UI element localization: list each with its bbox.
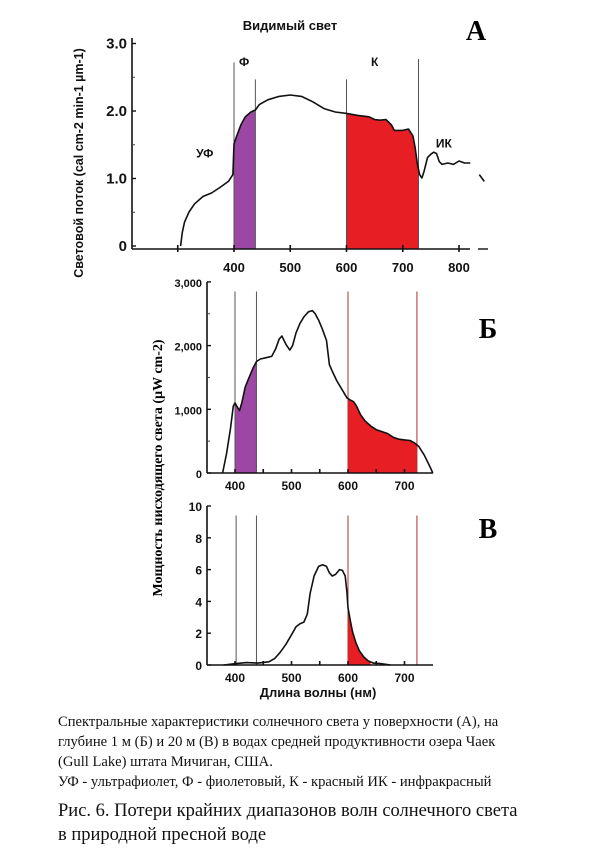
x-tick-label: 600 bbox=[338, 479, 358, 493]
y-tick-label: 4 bbox=[195, 595, 202, 609]
y-tick-label: 1.0 bbox=[106, 171, 127, 188]
region-label: УФ bbox=[196, 147, 213, 161]
chart-a-curves bbox=[179, 94, 485, 247]
x-tick-label: 400 bbox=[225, 671, 245, 685]
chart-bc-ylabel: Мощность нисходящего света (µW cm-2) bbox=[151, 339, 166, 596]
figure-title: Рис. 6. Потери крайних диапазонов волн с… bbox=[58, 799, 578, 847]
chart-a-title: Видимый свет bbox=[243, 18, 337, 33]
x-tick-label: 800 bbox=[448, 260, 470, 275]
spectrum-curve-surface bbox=[179, 94, 471, 247]
chart-a-region-labels: УФ Ф К ИК bbox=[196, 55, 452, 161]
y-tick-label: 6 bbox=[195, 564, 202, 578]
y-tick-label: 0 bbox=[195, 659, 202, 673]
x-tick-label: 500 bbox=[279, 260, 301, 275]
y-tick-label: 2,000 bbox=[174, 342, 202, 354]
y-tick-label: 3.0 bbox=[106, 36, 127, 53]
y-tick-label: 2.0 bbox=[106, 103, 127, 120]
x-tick-label: 700 bbox=[392, 260, 414, 275]
caption-line: Спектральные характеристики солнечного с… bbox=[58, 714, 499, 730]
figure-caption: Спектральные характеристики солнечного с… bbox=[58, 712, 578, 792]
chart-c-depth-20m: В Длина волны (нм) 0 2 4 6 8 10 400 500 600 700 bbox=[189, 500, 498, 700]
region-label: ИК bbox=[436, 136, 453, 150]
x-tick-label: 700 bbox=[394, 671, 414, 685]
y-tick-label: 0 bbox=[196, 469, 202, 481]
red-band bbox=[346, 113, 419, 250]
figure-title-line: в природной пресной воде bbox=[58, 825, 267, 845]
spectrum-curve-depth-1m bbox=[221, 309, 434, 474]
chart-b-panel-label: Б bbox=[479, 314, 498, 345]
chart-b-curves bbox=[221, 309, 434, 474]
region-label: К bbox=[371, 55, 379, 69]
caption-line: УФ - ультрафиолет, Ф - фиолетовый, К - к… bbox=[58, 774, 492, 790]
chart-c-dividers bbox=[235, 515, 418, 665]
caption-line: (Gull Lake) штата Мичиган, США. bbox=[58, 754, 273, 770]
y-tick-label: 2 bbox=[195, 627, 202, 641]
chart-b-axes: 0 1,000 2,000 3,000 400 500 600 700 bbox=[174, 278, 433, 493]
y-tick-label: 10 bbox=[189, 500, 203, 514]
chart-c-panel-label: В bbox=[479, 514, 498, 545]
red-band bbox=[348, 398, 417, 473]
chart-c-xlabel: Длина волны (нм) bbox=[260, 685, 377, 700]
chart-c-bands bbox=[348, 607, 371, 665]
chart-a-panel-label: А bbox=[466, 16, 487, 47]
violet-band bbox=[234, 110, 256, 249]
y-tick-label: 8 bbox=[195, 532, 202, 546]
chart-c-axes: 0 2 4 6 8 10 400 500 600 700 bbox=[189, 500, 433, 685]
spectral-figure: Видимый свет А Световой поток (cal cm-2 … bbox=[72, 16, 498, 700]
spectrum-curve-depth-20m bbox=[223, 564, 391, 666]
y-tick-label: 0 bbox=[119, 238, 127, 255]
chart-a-bands bbox=[234, 110, 419, 250]
chart-a-ylabel: Световой поток (cal cm-2 min-1 µm-1) bbox=[72, 48, 86, 278]
y-tick-label: 3,000 bbox=[174, 278, 202, 290]
spectrum-curve-surface-tail bbox=[478, 174, 485, 182]
x-tick-label: 600 bbox=[336, 260, 358, 275]
chart-c-curves bbox=[223, 564, 391, 666]
y-tick-label: 1,000 bbox=[174, 405, 202, 417]
x-tick-label: 500 bbox=[281, 671, 301, 685]
red-band bbox=[348, 607, 371, 665]
violet-band bbox=[235, 361, 257, 473]
chart-a-surface: Видимый свет А Световой поток (cal cm-2 … bbox=[72, 16, 488, 278]
x-tick-label: 600 bbox=[338, 671, 358, 685]
x-tick-label: 500 bbox=[281, 479, 301, 493]
chart-b-bands bbox=[235, 361, 417, 473]
x-tick-label: 400 bbox=[225, 479, 245, 493]
chart-a-axes: 0 1.0 2.0 3.0 400 500 600 700 800 bbox=[106, 36, 488, 275]
x-tick-label: 700 bbox=[394, 479, 414, 493]
caption-line: глубине 1 м (Б) и 20 м (В) в водах средн… bbox=[58, 734, 496, 750]
region-label: Ф bbox=[239, 55, 249, 69]
figure-title-line: Рис. 6. Потери крайних диапазонов волн с… bbox=[58, 801, 518, 821]
x-tick-label: 400 bbox=[223, 260, 245, 275]
chart-b-depth-1m: Б Мощность нисходящего света (µW cm-2) 0… bbox=[151, 278, 497, 597]
chart-b-dividers bbox=[234, 291, 418, 473]
